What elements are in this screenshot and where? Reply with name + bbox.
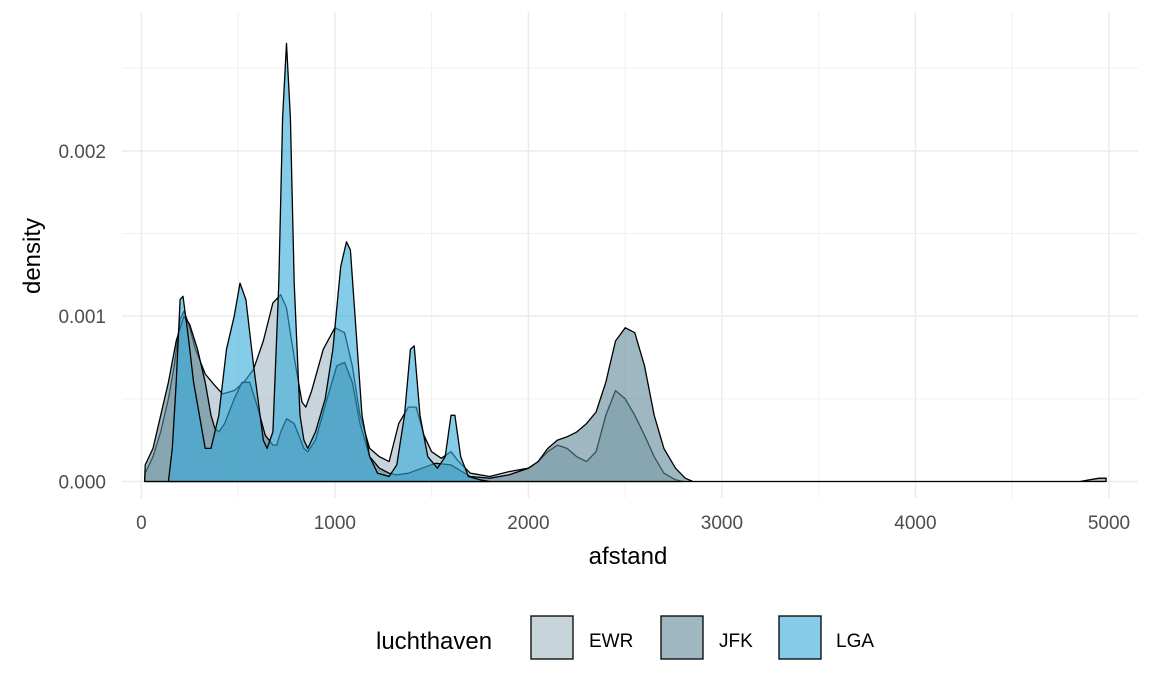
density-areas [143, 42, 1107, 483]
legend-label-jfk: JFK [719, 631, 753, 652]
density-area-lga [167, 42, 491, 483]
x-axis-title: afstand [589, 543, 668, 570]
x-axis-ticks: 0 1000 2000 3000 4000 5000 [136, 513, 1130, 534]
x-tick-label: 0 [136, 513, 147, 534]
x-tick-label: 4000 [894, 513, 936, 534]
y-tick-label: 0.002 [58, 142, 106, 163]
legend: luchthaven EWR JFK LGA [376, 615, 874, 660]
density-area-jfk [143, 315, 1107, 483]
x-tick-label: 2000 [507, 513, 549, 534]
legend-items: EWR JFK LGA [530, 615, 874, 660]
x-tick-label: 5000 [1088, 513, 1130, 534]
y-tick-label: 0.000 [58, 472, 106, 493]
x-tick-label: 1000 [314, 513, 356, 534]
x-tick-label: 3000 [701, 513, 743, 534]
legend-key-lga [778, 615, 822, 660]
y-tick-label: 0.001 [58, 307, 106, 328]
legend-label-lga: LGA [836, 631, 874, 652]
legend-key-jfk [660, 615, 704, 660]
legend-title: luchthaven [376, 628, 492, 655]
y-axis-title: density [19, 218, 46, 294]
legend-key-ewr [530, 615, 574, 660]
y-axis-ticks: 0.000 0.001 0.002 [58, 142, 106, 494]
legend-label-ewr: EWR [589, 631, 633, 652]
